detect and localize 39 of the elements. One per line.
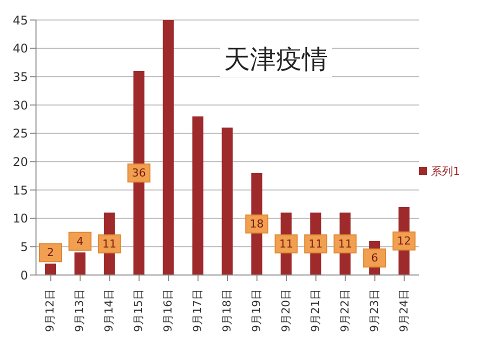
x-tick-label: 9月14日: [102, 289, 116, 332]
bar: [192, 116, 204, 275]
text: 天津疫情: [220, 42, 332, 77]
y-tick-label: 10: [12, 212, 28, 226]
x-tick-label: 9月13日: [73, 289, 86, 332]
x-tick-label: 9月12日: [44, 289, 57, 332]
y-tick-label: 30: [12, 98, 28, 112]
y-tick-label: 45: [12, 13, 28, 28]
x-tick-label: 9月19日: [250, 289, 263, 332]
data-label: 11: [102, 237, 116, 250]
legend-label: 系列1: [431, 164, 460, 178]
bar: [45, 264, 56, 275]
x-tick-label: 9月20日: [279, 289, 292, 332]
data-label: 4: [76, 234, 84, 248]
x-tick-label: 9月24日: [397, 289, 410, 332]
x-tick-label: 9月23日: [368, 289, 381, 332]
data-label: 6: [371, 252, 378, 264]
y-tick-label: 20: [12, 154, 28, 169]
y-tick-label: 0: [20, 268, 28, 282]
x-tick-label: 9月15日: [132, 289, 146, 332]
y-tick-label: 25: [12, 126, 28, 141]
x-tick-label: 9月22日: [338, 289, 352, 332]
data-label: 11: [308, 237, 323, 250]
x-tick-label: 9月16日: [162, 289, 175, 332]
data-label: 2: [47, 246, 54, 260]
x-tick-label: 9月18日: [220, 289, 234, 332]
y-tick-label: 15: [12, 183, 28, 198]
data-label: 18: [250, 218, 264, 230]
data-label: 11: [338, 237, 352, 250]
x-tick-label: 9月21日: [308, 289, 322, 332]
y-tick-label: 40: [12, 42, 28, 56]
x-tick-label: 9月17日: [191, 289, 204, 332]
data-label: 11: [279, 237, 294, 250]
y-tick-label: 5: [20, 240, 28, 254]
bar: [222, 128, 233, 275]
data-label: 12: [397, 234, 412, 248]
y-tick-label: 35: [12, 70, 28, 84]
bar: [162, 20, 174, 275]
data-label: 36: [132, 166, 146, 180]
